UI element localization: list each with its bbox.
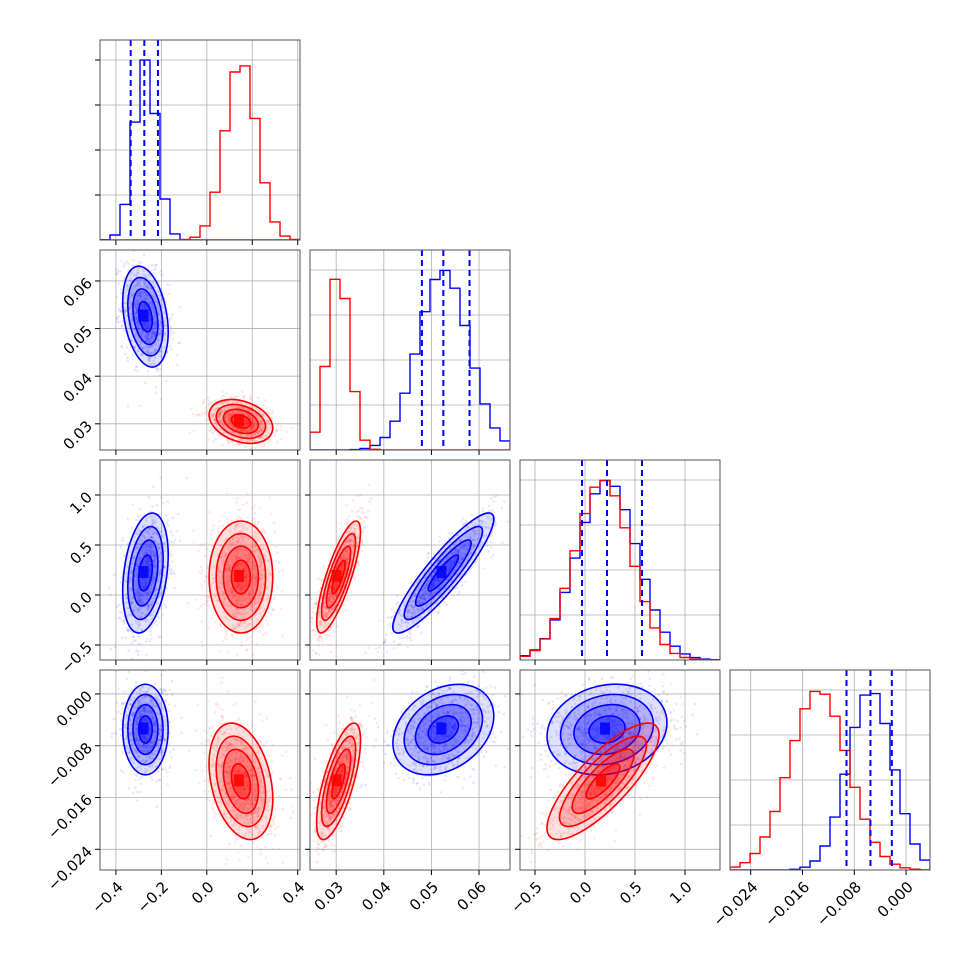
- y-tick-label: 0.06: [60, 274, 96, 310]
- histogram-step: [520, 479, 720, 660]
- panel-3-1: [310, 670, 510, 870]
- pair-plot-1-0: [100, 250, 294, 450]
- density-contours: [121, 683, 169, 776]
- panel-2-1: [310, 460, 510, 660]
- histogram-3: [730, 670, 930, 870]
- density-peak-bin: [233, 414, 244, 427]
- density-contours: [208, 520, 274, 634]
- pair-plot-3-0: [110, 670, 295, 866]
- histogram-2: [520, 460, 720, 660]
- density-peak-bin: [138, 722, 149, 735]
- y-tick-label: 0.5: [66, 538, 96, 568]
- scatter-points: [187, 676, 295, 866]
- panel-3-2: [520, 670, 720, 870]
- x-tick-label: −0.008: [813, 878, 865, 930]
- axes-frame: [99, 249, 301, 451]
- y-tick-label: −0.5: [58, 638, 96, 676]
- x-tick-label: 0.04: [358, 878, 394, 914]
- density-peak-bin: [233, 570, 244, 582]
- y-tick-label: 0.03: [60, 417, 96, 453]
- axes-frame: [519, 669, 721, 871]
- x-tick-label: 1.0: [666, 878, 696, 908]
- density-contours: [208, 398, 274, 445]
- x-tick-label: −0.2: [134, 878, 172, 916]
- y-tick-label: −0.008: [44, 739, 96, 791]
- density-contours: [546, 683, 668, 776]
- y-tick-label: 0.0: [66, 588, 96, 618]
- axes-frame: [309, 249, 511, 451]
- panel-1-1: [310, 250, 510, 450]
- x-tick-label: 0.03: [311, 878, 347, 914]
- x-tick-label: 0.0: [566, 878, 596, 908]
- density-peak-bin: [600, 722, 610, 735]
- panel-3-3: [730, 670, 930, 870]
- x-tick-label: 0.5: [616, 878, 646, 908]
- axes-frame: [99, 669, 301, 871]
- x-tick-label: −0.4: [88, 878, 126, 916]
- histogram-step: [310, 278, 510, 450]
- histogram-0: [100, 40, 300, 240]
- panel-3-0: [100, 670, 300, 870]
- panel-0-0: [100, 40, 300, 240]
- density-contours: [546, 722, 660, 841]
- density-peak-bin: [138, 566, 149, 578]
- pair-plot-2-0: [107, 476, 284, 660]
- axes-frame: [99, 459, 301, 661]
- x-tick-label: −0.024: [709, 878, 761, 930]
- x-tick-label: 0.000: [874, 878, 917, 921]
- x-tick-label: −0.016: [761, 878, 813, 930]
- axes-frame: [99, 39, 301, 241]
- density-contours: [121, 512, 169, 634]
- y-tick-label: 1.0: [66, 488, 96, 518]
- axes-frame: [309, 669, 511, 871]
- histogram-step: [100, 65, 300, 240]
- density-peak-bin: [331, 570, 342, 582]
- pair-plot-3-1: [310, 670, 510, 864]
- panel-1-0: [100, 250, 300, 450]
- density-peak-bin: [436, 722, 447, 735]
- x-tick-label: 0.2: [233, 878, 263, 908]
- density-contours: [315, 722, 362, 841]
- x-tick-label: −0.5: [507, 878, 545, 916]
- axes-frame: [309, 459, 511, 661]
- density-contours: [392, 683, 495, 776]
- y-tick-label: 0.05: [60, 322, 96, 358]
- density-peak-bin: [436, 566, 447, 578]
- density-contours: [121, 265, 169, 368]
- x-tick-label: 0.4: [279, 878, 309, 908]
- y-tick-label: −0.024: [44, 843, 96, 895]
- y-tick-label: −0.016: [44, 791, 96, 843]
- y-tick-label: 0.04: [60, 369, 96, 405]
- density-contours: [392, 512, 495, 634]
- x-tick-label: 0.05: [406, 878, 442, 914]
- x-tick-label: 0.0: [188, 878, 218, 908]
- density-peak-bin: [138, 309, 149, 322]
- density-contours: [315, 520, 362, 634]
- density-peak-bin: [233, 774, 244, 787]
- axes-frame: [519, 459, 721, 661]
- pair-plot-3-2: [520, 670, 699, 864]
- histogram-step: [730, 690, 930, 870]
- pair-plot-2-1: [310, 483, 510, 660]
- histogram-1: [310, 250, 510, 450]
- axes-frame: [729, 669, 931, 871]
- density-peak-bin: [596, 774, 606, 787]
- x-tick-label: 0.06: [453, 878, 489, 914]
- histogram-step: [100, 59, 300, 240]
- density-contours: [208, 722, 274, 841]
- y-tick-label: 0.000: [53, 687, 96, 730]
- density-peak-bin: [331, 774, 342, 787]
